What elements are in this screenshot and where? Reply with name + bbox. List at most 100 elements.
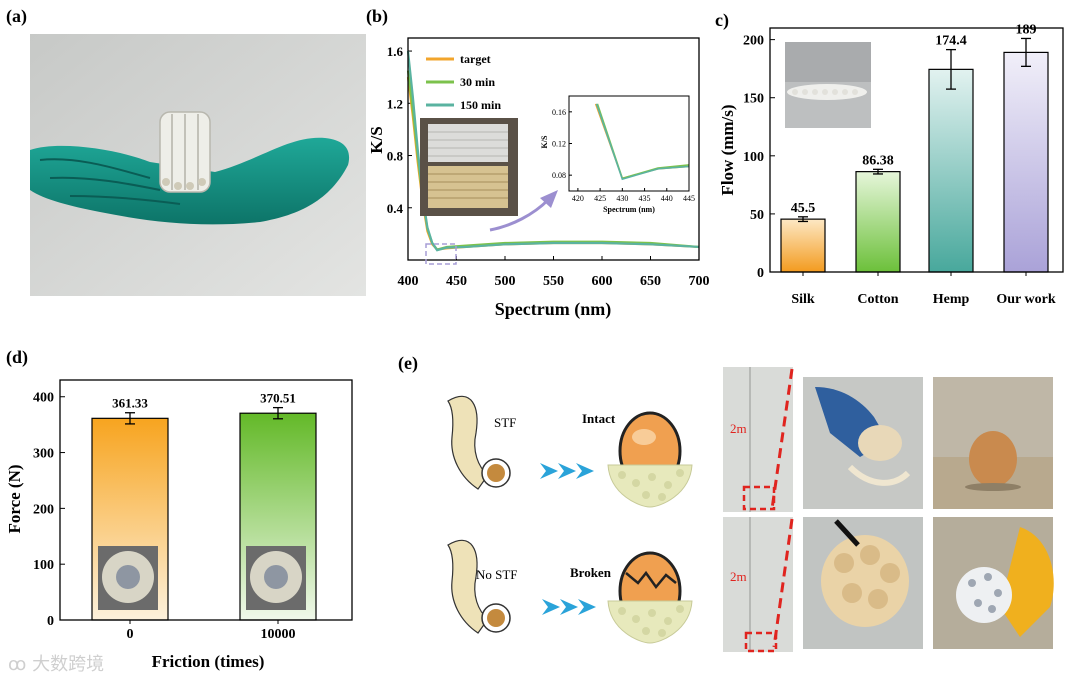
x-tick-label: 650 xyxy=(640,274,661,289)
right-arrows-icon xyxy=(540,463,594,479)
fiber-bundle xyxy=(159,111,211,193)
y-tick-label: 300 xyxy=(33,447,54,462)
panel-b-chart: (b) K/S 0.4 0.8 1.2 1.6 400 450 500 550 600 650 7… xyxy=(366,6,710,320)
panel-c-chart: (c) Flow (mm/s) 0 50 100 150 200 45.5 86.38 17… xyxy=(715,10,1064,307)
y-tick-label: 0 xyxy=(757,266,764,281)
panel-d-label: (d) xyxy=(6,347,28,368)
flow-photo xyxy=(785,42,871,128)
fiber-ball-photo xyxy=(803,517,923,649)
x-tick-label: 10000 xyxy=(261,627,296,642)
x-tick-label: 600 xyxy=(592,274,613,289)
y-tick-label: 100 xyxy=(33,558,54,573)
panel-a: (a) xyxy=(6,6,366,296)
no-stf-label: No STF xyxy=(476,567,518,582)
panel-a-label: (a) xyxy=(6,6,27,27)
panel-c-label: (c) xyxy=(715,10,729,31)
y-tick-label: 400 xyxy=(33,391,54,406)
watermark-text: 大数跨境 xyxy=(32,654,105,675)
fabric-photo xyxy=(420,118,518,216)
y-tick-label: 50 xyxy=(750,208,764,223)
inset-x-tick-label: 440 xyxy=(661,194,673,203)
x-axis-label: Friction (times) xyxy=(152,652,265,671)
egg-on-floor-photo xyxy=(933,377,1053,509)
legend-target: target xyxy=(460,52,491,66)
hammer-test-photo xyxy=(933,517,1054,649)
plot-frame xyxy=(407,37,700,261)
drop-height-photo-bottom: 2m xyxy=(723,517,794,653)
y-axis-label: Flow (mm/s) xyxy=(718,104,737,195)
inset-y-tick-label: 0.08 xyxy=(552,171,566,180)
height-label-top: 2m xyxy=(730,421,747,436)
data-label: 370.51 xyxy=(260,391,296,406)
data-label: 86.38 xyxy=(862,153,894,168)
gloved-hand-photo xyxy=(803,377,923,509)
no-stf-fiber-icon xyxy=(447,539,511,634)
intact-label: Intact xyxy=(582,411,616,426)
broken-label: Broken xyxy=(570,565,612,580)
y-tick-label: 1.6 xyxy=(387,44,404,59)
inset-x-tick-label: 435 xyxy=(639,194,651,203)
data-label: 45.5 xyxy=(791,201,816,216)
right-arrows-icon xyxy=(542,599,596,615)
inset-y-axis-label: K/S xyxy=(540,135,549,148)
inset-x-tick-label: 420 xyxy=(572,194,584,203)
x-tick-label: 550 xyxy=(543,274,564,289)
panel-b-label: (b) xyxy=(366,6,388,27)
y-tick-label: 150 xyxy=(743,92,764,107)
series-line-150-min xyxy=(406,50,700,252)
fabric-sample-photo-2 xyxy=(246,546,306,610)
y-tick-label: 1.2 xyxy=(387,96,403,111)
bar-silk xyxy=(780,218,826,273)
inset-x-tick-label: 445 xyxy=(683,194,695,203)
legend-30min: 30 min xyxy=(460,75,495,89)
stf-fiber-icon xyxy=(447,395,511,490)
legend-150min: 150 min xyxy=(460,98,501,112)
y-tick-label: 0.4 xyxy=(387,201,404,216)
zoom-arrow xyxy=(489,198,550,232)
plot-frame xyxy=(769,27,1064,273)
x-tick-label: 0 xyxy=(127,627,134,642)
data-label: 189 xyxy=(1016,22,1037,37)
x-tick-label: Hemp xyxy=(933,292,970,307)
stf-label: STF xyxy=(494,415,516,430)
bar-cotton xyxy=(855,171,901,273)
data-label: 361.33 xyxy=(112,396,148,411)
panel-e-label: (e) xyxy=(398,353,418,374)
y-tick-label: 0 xyxy=(47,614,54,629)
intact-egg-icon xyxy=(607,411,693,508)
y-tick-label: 0.8 xyxy=(387,149,404,164)
x-tick-label: Cotton xyxy=(857,292,898,307)
legend: target 30 min 150 min xyxy=(426,52,501,112)
y-tick-label: 100 xyxy=(743,150,764,165)
zoom-region-box xyxy=(425,243,457,265)
height-label-bottom: 2m xyxy=(730,569,747,584)
y-tick-label: 200 xyxy=(743,34,764,49)
inset-series-line-150-min xyxy=(595,103,690,181)
plot-frame xyxy=(59,379,353,621)
y-axis-label: K/S xyxy=(367,126,386,153)
inset-x-tick-label: 425 xyxy=(594,194,606,203)
inset-y-tick-label: 0.12 xyxy=(552,140,566,149)
x-tick-label: 450 xyxy=(446,274,467,289)
data-label: 174.4 xyxy=(935,34,967,49)
watermark-logo-icon: ꝏ xyxy=(8,654,27,675)
x-tick-label: Our work xyxy=(996,292,1055,307)
y-axis-label: Force (N) xyxy=(5,464,24,533)
bar-hemp xyxy=(928,68,974,273)
fabric-sample-photo-1 xyxy=(98,546,158,610)
y-tick-label: 200 xyxy=(33,502,54,517)
x-tick-label: 700 xyxy=(689,274,710,289)
broken-egg-icon xyxy=(607,551,693,644)
panel-e: (e) STF Intact No STF Broken xyxy=(398,353,1054,653)
x-tick-label: 400 xyxy=(398,274,419,289)
watermark: ꝏ 大数跨境 xyxy=(8,650,104,676)
inset-y-tick-label: 0.16 xyxy=(552,108,566,117)
drop-height-photo-top: 2m xyxy=(723,367,794,512)
panel-d-chart: (d) Force (N) 0 100 200 300 400 361.33 370.51… xyxy=(5,347,353,671)
x-tick-label: Silk xyxy=(791,292,815,307)
bar-our-work xyxy=(1003,51,1049,273)
x-axis-label: Spectrum (nm) xyxy=(495,299,611,320)
x-tick-label: 500 xyxy=(495,274,516,289)
inset-x-axis-label: Spectrum (nm) xyxy=(603,205,655,214)
inset-chart: K/S 0.08 0.12 0.16 420 425 430 435 440 445 Spec… xyxy=(540,95,695,214)
